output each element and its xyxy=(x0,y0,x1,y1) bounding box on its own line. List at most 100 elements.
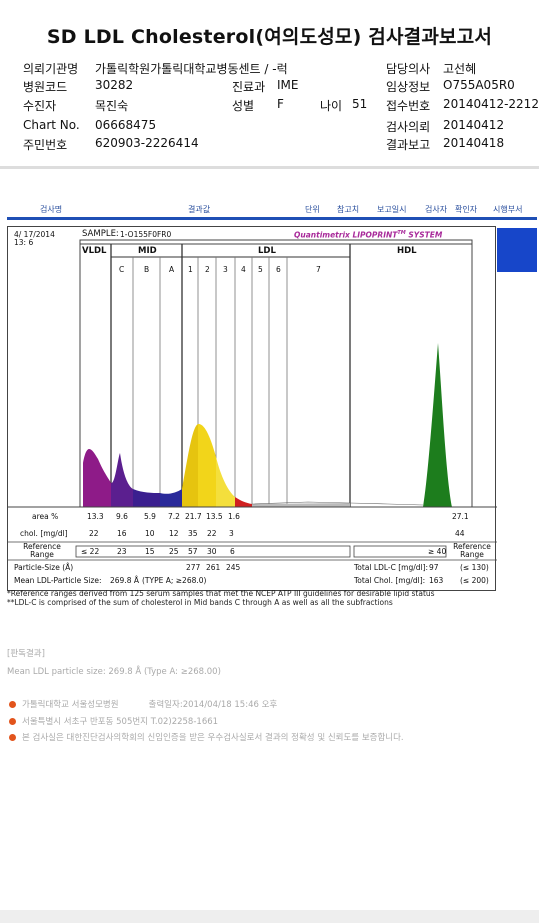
dept-value: IME xyxy=(277,78,299,92)
hospital-code-value: 30282 xyxy=(95,78,134,92)
ref-box-right xyxy=(353,545,447,558)
col-department: 시행부서 xyxy=(493,205,523,214)
col-test-name: 검사명 xyxy=(40,205,63,214)
area-a: 7.2 xyxy=(168,512,180,521)
col-report-date: 보고일시 xyxy=(377,205,407,214)
lipoprint-brand: Quantimetrix LIPOPRINTTM SYSTEM xyxy=(294,230,443,240)
chol-hdl: 44 xyxy=(455,529,465,538)
ref-3: 6 xyxy=(230,547,235,556)
particle-size-label: Particle-Size (Å) xyxy=(14,563,74,572)
area-c: 9.6 xyxy=(116,512,128,521)
chol-b: 10 xyxy=(145,529,155,538)
col-result: 결과값 xyxy=(188,205,211,214)
subband-a: A xyxy=(169,265,175,274)
chol-c: 16 xyxy=(117,529,127,538)
subband-5: 5 xyxy=(258,265,263,274)
request-label: 검사의뢰 xyxy=(386,120,431,134)
chol-2: 22 xyxy=(207,529,217,538)
curve-mid-a xyxy=(160,489,182,507)
subband-7: 7 xyxy=(316,265,321,274)
column-header-bar xyxy=(7,217,537,220)
curve-vldl xyxy=(83,448,111,507)
area-label: area % xyxy=(32,512,59,521)
info-line-1: 가톨릭대학교 서울성모병원 출력일자:2014/04/18 15:46 오후 xyxy=(9,698,277,710)
total-chol-ref: (≤ 200) xyxy=(460,576,489,585)
header-divider xyxy=(0,166,539,169)
lipoprint-date: 4/ 17/2014 xyxy=(14,230,55,239)
area-3: 1.6 xyxy=(228,512,240,521)
chart-value: 06668475 xyxy=(95,118,157,132)
ref-hdl: ≥ 40 xyxy=(428,547,447,556)
age-label: 나이 xyxy=(320,99,343,113)
clinical-value: O755A05R0 xyxy=(443,78,515,92)
footnote-2: **LDL-C is comprised of the sum of chole… xyxy=(7,598,393,607)
subband-2: 2 xyxy=(205,265,210,274)
total-ldl-ref: (≤ 130) xyxy=(460,563,489,572)
col-reference: 참고치 xyxy=(337,205,360,214)
band-hdl: HDL xyxy=(397,246,417,256)
total-ldl-label: Total LDL-C [mg/dl]: xyxy=(354,563,429,572)
page-title: SD LDL Cholesterol(여의도성모) 검사결과보고서 xyxy=(46,26,493,48)
request-value: 20140412 xyxy=(443,118,505,132)
total-ldl-value: 97 xyxy=(429,563,439,572)
sample-label: SAMPLE: xyxy=(82,229,119,239)
sex-value: F xyxy=(277,97,284,111)
receipt-label: 접수번호 xyxy=(386,99,431,113)
subband-6: 6 xyxy=(276,265,281,274)
chol-3: 3 xyxy=(229,529,234,538)
mean-size-label: Mean LDL-Particle Size: xyxy=(14,576,102,585)
subband-3: 3 xyxy=(223,265,228,274)
curve-ldl3 xyxy=(216,457,235,507)
info-line-2: 서울특별시 서초구 반포동 505번지 T.02)2258-1661 xyxy=(9,715,218,727)
report-value: 20140418 xyxy=(443,136,505,150)
subband-1: 1 xyxy=(188,265,193,274)
sex-label: 성별 xyxy=(232,99,255,113)
ref-box-left xyxy=(75,545,351,558)
lipoprint-report: 4/ 17/2014 13: 6 SAMPLE: 1-O155F0FR0 Qua… xyxy=(7,226,497,591)
report-label: 결과보고 xyxy=(386,138,431,152)
ref-vldl: ≤ 22 xyxy=(81,547,100,556)
clinical-label: 임상정보 xyxy=(386,80,431,94)
ref-b: 15 xyxy=(145,547,155,556)
curve-hdl xyxy=(423,343,452,507)
doctor-label: 담당의사 xyxy=(386,62,431,76)
age-value: 51 xyxy=(352,97,368,111)
mean-size-value: 269.8 Å xyxy=(110,576,139,585)
col-tester: 검사자 xyxy=(425,205,448,214)
curve-ldl1 xyxy=(182,424,198,507)
ref-1: 57 xyxy=(188,547,198,556)
bullet-icon xyxy=(9,734,16,741)
plot-frame xyxy=(79,239,473,508)
receipt-value: 20140412-22122 xyxy=(443,97,539,111)
col-unit: 단위 xyxy=(305,205,320,214)
ref-2: 30 xyxy=(207,547,217,556)
info-line-3: 본 검사실은 대한진단검사의학회의 신임인증을 받은 우수검사실로서 결과의 정… xyxy=(9,731,404,743)
footnote-1: *Reference ranges derived from 125 serum… xyxy=(7,589,435,598)
subband-4: 4 xyxy=(241,265,246,274)
sample-value: 1-O155F0FR0 xyxy=(120,230,172,239)
institution-label: 의뢰기관명 xyxy=(23,62,79,76)
area-2: 13.5 xyxy=(206,512,223,521)
ref-a: 25 xyxy=(169,547,179,556)
patient-label: 수진자 xyxy=(23,99,57,113)
subband-b: B xyxy=(144,265,150,274)
bullet-icon xyxy=(9,701,16,708)
band-vldl: VLDL xyxy=(82,246,107,256)
area-vldl: 13.3 xyxy=(87,512,104,521)
subband-c: C xyxy=(119,265,125,274)
col-confirmer: 확인자 xyxy=(455,205,478,214)
chol-vldl: 22 xyxy=(89,529,99,538)
area-1: 21.7 xyxy=(185,512,202,521)
comment-heading: [판독결과] xyxy=(7,649,45,659)
area-b: 5.9 xyxy=(144,512,156,521)
total-chol-value: 163 xyxy=(429,576,444,585)
total-chol-label: Total Chol. [mg/dl]: xyxy=(354,576,426,585)
rrn-value: 620903-2226414 xyxy=(95,136,199,150)
blue-marker xyxy=(497,228,537,272)
ref-label-right: Reference Range xyxy=(453,542,491,559)
curve-mid-b xyxy=(133,489,160,507)
chart-label: Chart No. xyxy=(23,118,80,132)
lipoprint-graphic xyxy=(8,239,497,561)
lipoprint-time: 13: 6 xyxy=(14,238,34,247)
chol-1: 35 xyxy=(188,529,198,538)
